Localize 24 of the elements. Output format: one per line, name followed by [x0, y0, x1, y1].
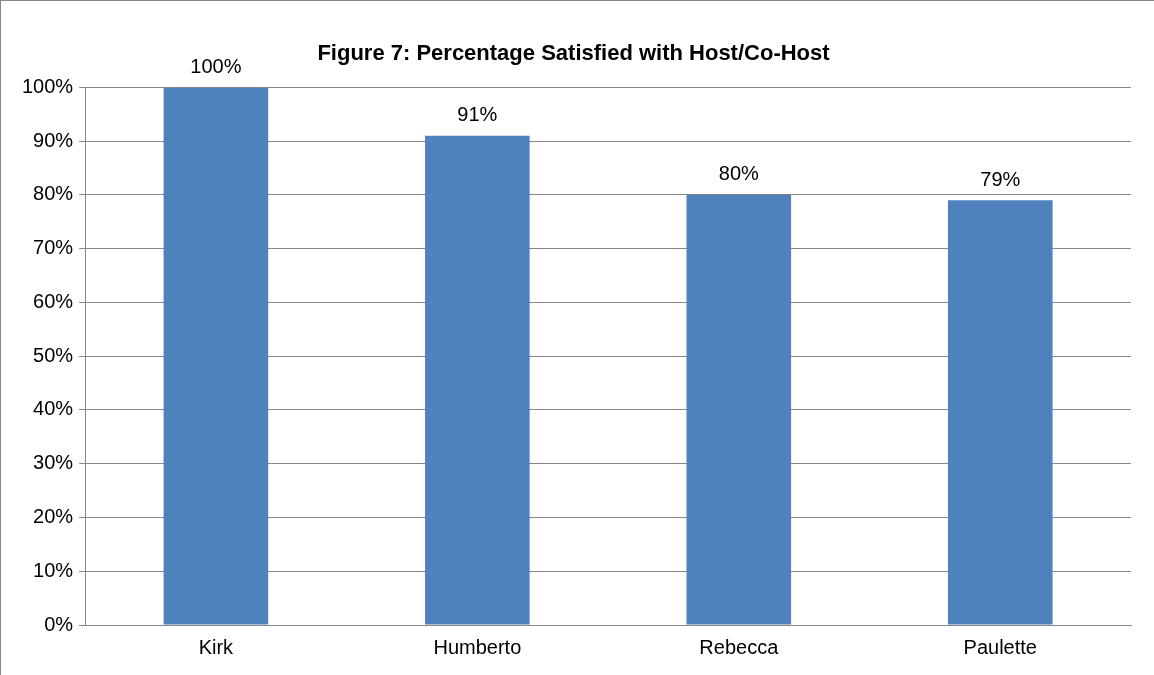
- y-tick-label: 10%: [33, 558, 74, 581]
- y-tick-label: 40%: [33, 397, 74, 420]
- x-tick-label: Paulette: [963, 635, 1037, 658]
- x-tick-label: Humberto: [433, 635, 522, 658]
- bar: [163, 87, 269, 625]
- y-tick-label: 90%: [33, 128, 74, 151]
- y-tick-label: 0%: [44, 612, 74, 635]
- y-tick-label: 20%: [33, 505, 74, 527]
- data-label: 91%: [457, 103, 498, 126]
- bar: [425, 135, 530, 625]
- y-tick-label: 50%: [33, 343, 74, 366]
- y-tick-label: 80%: [33, 182, 74, 205]
- y-tick-label: 70%: [33, 236, 74, 259]
- y-tick-label: 30%: [33, 451, 74, 474]
- bar: [686, 194, 792, 625]
- data-label: 79%: [980, 167, 1021, 190]
- y-tick-label: 60%: [33, 289, 74, 312]
- data-label: 100%: [190, 54, 242, 77]
- bar: [947, 200, 1053, 625]
- chart-title: Figure 7: Percentage Satisfied with Host/Co-Host: [317, 40, 831, 66]
- x-tick-label: Kirk: [198, 635, 235, 658]
- x-tick-label: Rebecca: [699, 635, 780, 658]
- data-label: 80%: [718, 162, 760, 185]
- y-tick-label: 100%: [22, 74, 74, 97]
